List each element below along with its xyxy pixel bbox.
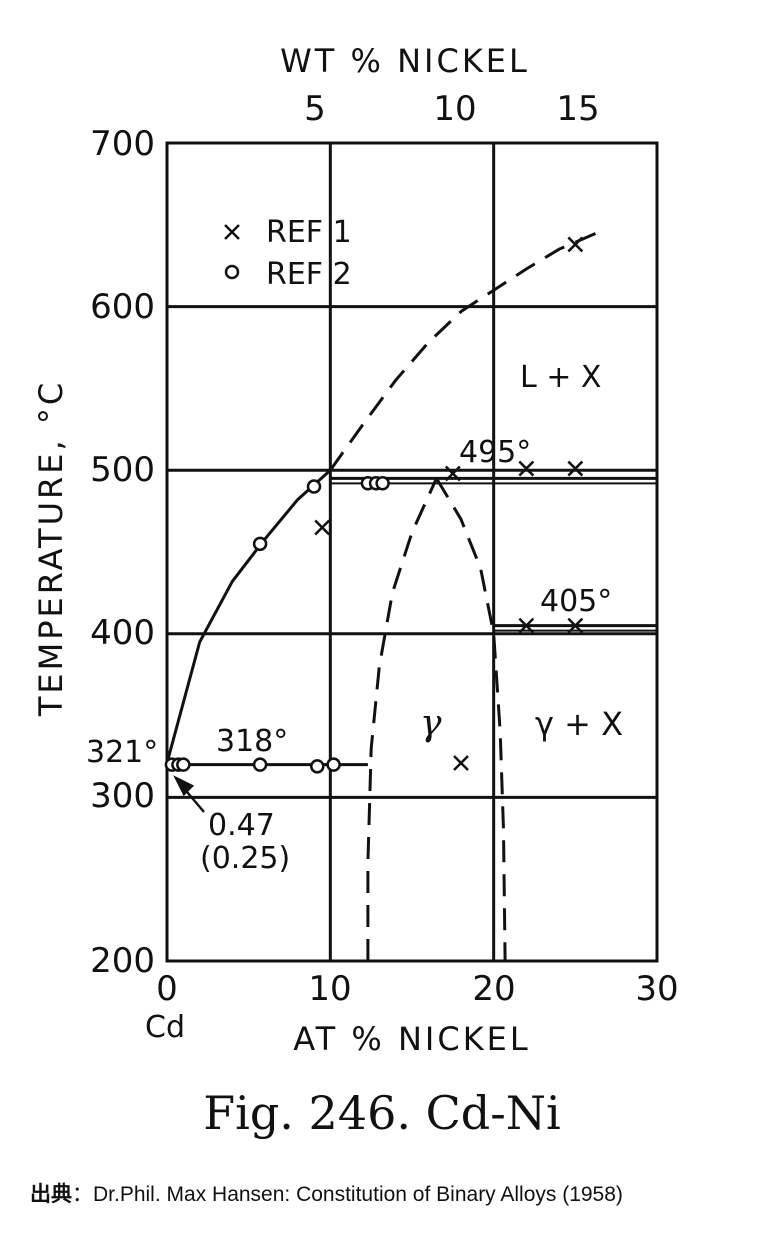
source-text: Dr.Phil. Max Hansen: Constitution of Bin… — [93, 1183, 623, 1206]
ref1-x-marker — [518, 460, 535, 477]
liquidus-curve — [165, 469, 332, 764]
x-top-tick-label: 5 — [304, 89, 326, 129]
x-top-tick-label: 10 — [433, 89, 476, 129]
x-tick-label: 30 — [635, 969, 678, 1009]
y-tick-label: 400 — [90, 613, 155, 653]
x-marker-stroke — [567, 460, 584, 477]
figure-caption: Fig. 246. Cd-Ni — [203, 1086, 561, 1140]
plot-frame — [165, 141, 659, 963]
legend-x-marker — [224, 224, 240, 240]
x-marker-stroke — [453, 755, 469, 771]
gamma-right-boundary — [435, 477, 507, 962]
peritectic-405-label: 405° — [540, 584, 612, 619]
y-tick-label: 700 — [90, 124, 155, 164]
x-marker-stroke — [567, 236, 584, 253]
ref2-o-marker — [252, 757, 268, 772]
x-marker-stroke — [314, 519, 331, 536]
eutectic-comp-wt-label: (0.25) — [200, 841, 290, 876]
cd-melting-label: 321° — [86, 735, 158, 770]
phase-label-gamma-x: γ + X — [535, 705, 623, 743]
y-tick-label: 500 — [90, 450, 155, 490]
ref1-x-marker — [518, 617, 535, 634]
phase-diagram: 700 600 500 400 300 200 0 10 20 30 Cd 5 … — [32, 42, 679, 1058]
ref2-o-marker — [375, 476, 390, 491]
legend: REF 1 REF 2 — [224, 215, 352, 292]
ref2-o-marker — [310, 759, 325, 774]
ref1-x-marker — [567, 236, 584, 253]
phase-label-liquid-x: L + X — [520, 360, 601, 395]
legend-o-marker — [224, 264, 240, 280]
data-markers — [164, 236, 584, 774]
legend-label-ref2: REF 2 — [266, 257, 352, 292]
x-tick-label: 0 — [156, 969, 178, 1009]
ref1-x-marker — [453, 755, 469, 771]
x-tick-label: 20 — [472, 969, 515, 1009]
liquidus-extension-dashed — [329, 231, 598, 472]
x-tick-label: 10 — [308, 969, 351, 1009]
phase-label-gamma: γ — [420, 703, 442, 744]
ref2-o-marker — [252, 536, 268, 552]
ref1-x-marker — [444, 465, 461, 482]
source-label: 出典 — [30, 1183, 72, 1206]
eutectic-temp-label: 318° — [216, 724, 288, 759]
ref2-o-marker — [306, 479, 322, 494]
ref1-x-marker — [567, 460, 584, 477]
source-citation: 出典：Dr.Phil. Max Hansen: Constitution of … — [30, 1178, 623, 1208]
ref1-x-marker — [314, 519, 331, 536]
x-axis-title: AT % NICKEL — [293, 1020, 530, 1058]
y-tick-label: 200 — [90, 941, 155, 981]
x-top-tick-label: 15 — [556, 89, 599, 129]
y-tick-label: 600 — [90, 287, 155, 327]
y-axis-title: TEMPERATURE, °C — [32, 380, 70, 717]
ref1-x-marker — [567, 617, 584, 634]
ref2-o-marker — [176, 757, 191, 772]
x-marker-stroke — [567, 617, 584, 634]
x-marker-stroke — [518, 460, 535, 477]
ref2-o-marker — [326, 757, 341, 772]
x-marker-stroke — [518, 617, 535, 634]
peritectic-495-label: 495° — [459, 435, 531, 470]
y-tick-label: 300 — [90, 776, 155, 816]
source-separator: ： — [72, 1183, 93, 1206]
x-axis-title-top: WT % NICKEL — [280, 42, 530, 80]
x-origin-label: Cd — [145, 1010, 185, 1045]
eutectic-comp-at-label: 0.47 — [208, 808, 275, 843]
legend-label-ref1: REF 1 — [266, 215, 352, 250]
eutectic-arrow — [173, 775, 205, 813]
x-marker-stroke — [444, 465, 461, 482]
